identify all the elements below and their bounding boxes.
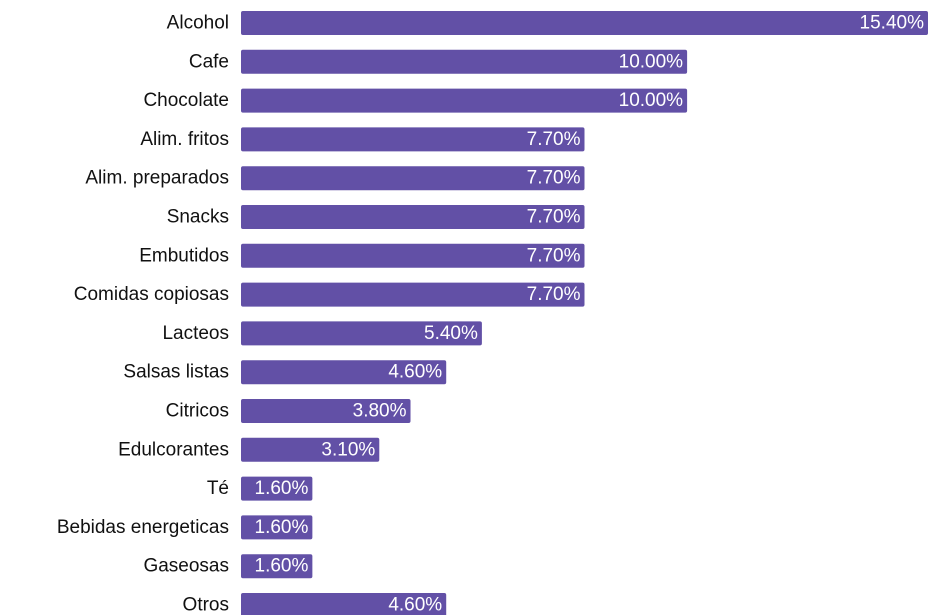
value-label: 7.70% xyxy=(527,168,581,189)
bar xyxy=(241,476,313,501)
value-label: 7.70% xyxy=(527,207,581,228)
category-label: Lacteos xyxy=(162,323,229,344)
value-label: 1.60% xyxy=(255,556,309,577)
category-label: Bebidas energeticas xyxy=(57,517,229,538)
value-labels-group: 15.40% 10.00% 10.00% 7.70% 7.70% 7.70% 7.70% 7.… xyxy=(255,13,925,615)
bar xyxy=(241,515,313,540)
value-label: 3.80% xyxy=(353,401,407,422)
bar xyxy=(241,49,688,74)
bar xyxy=(241,321,482,346)
bar xyxy=(241,399,411,423)
value-label: 15.40% xyxy=(860,13,925,34)
value-label: 7.70% xyxy=(527,245,581,266)
value-label: 7.70% xyxy=(527,284,581,305)
category-label: Snacks xyxy=(167,207,229,228)
value-label: 10.00% xyxy=(619,51,684,72)
category-label: Chocolate xyxy=(143,90,229,111)
bar xyxy=(241,166,585,191)
value-label: 10.00% xyxy=(619,90,684,111)
value-label: 3.10% xyxy=(321,439,375,460)
category-label: Cafe xyxy=(189,51,229,72)
value-label: 1.60% xyxy=(255,478,309,499)
category-label: Embutidos xyxy=(139,245,229,266)
category-label: Alim. preparados xyxy=(85,168,229,189)
value-label: 7.70% xyxy=(527,129,581,150)
bar xyxy=(241,437,380,462)
bar xyxy=(241,205,585,229)
category-label: Otros xyxy=(183,595,229,615)
category-label: Citricos xyxy=(166,401,229,422)
value-label: 5.40% xyxy=(424,323,478,344)
value-label: 4.60% xyxy=(388,362,442,383)
category-label: Té xyxy=(207,478,229,499)
category-label: Alcohol xyxy=(167,13,229,34)
bar xyxy=(241,243,585,268)
category-labels-group: Alcohol Cafe Chocolate Alim. fritos Alim. pr… xyxy=(57,13,229,615)
bar xyxy=(241,360,447,385)
bars-group xyxy=(241,11,928,615)
category-label: Salsas listas xyxy=(123,362,229,383)
value-label: 4.60% xyxy=(388,595,442,615)
value-label: 1.60% xyxy=(255,517,309,538)
bar xyxy=(241,282,585,307)
bar xyxy=(241,127,585,152)
bar xyxy=(241,88,688,113)
bar xyxy=(241,593,447,615)
bar xyxy=(241,554,313,579)
category-label: Comidas copiosas xyxy=(74,284,229,305)
bar xyxy=(241,11,928,35)
category-label: Gaseosas xyxy=(143,556,229,577)
category-label: Alim. fritos xyxy=(140,129,229,150)
category-label: Edulcorantes xyxy=(118,439,229,460)
